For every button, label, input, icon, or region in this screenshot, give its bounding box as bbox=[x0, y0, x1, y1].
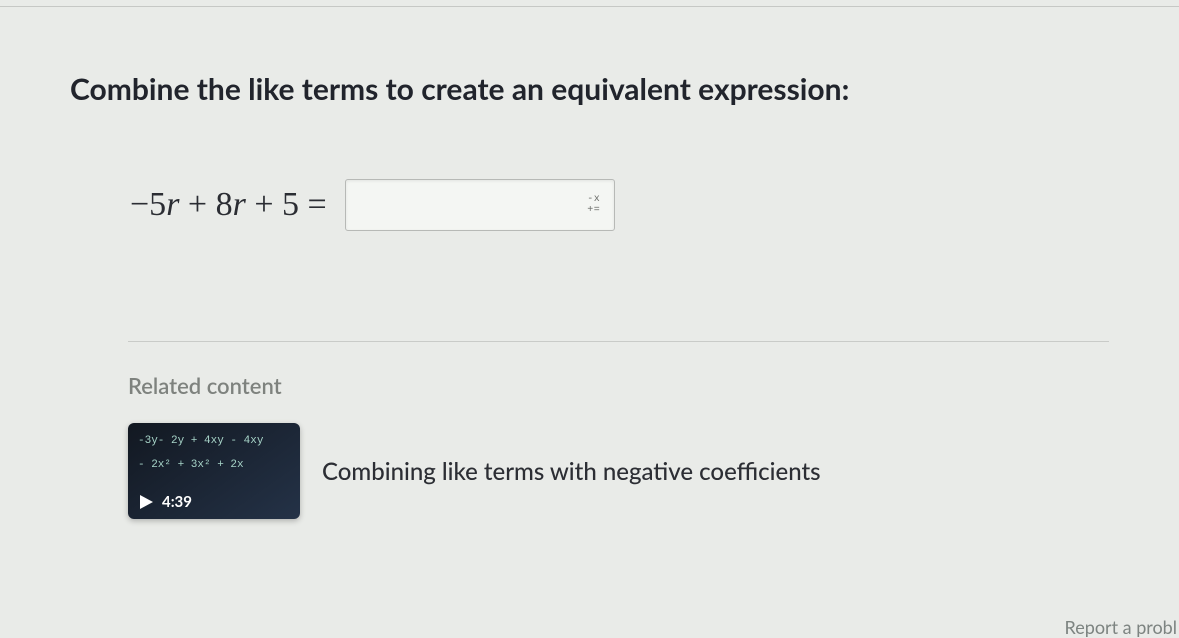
thumbnail-play-row: 4:39 bbox=[138, 493, 192, 511]
related-content-heading: Related content bbox=[128, 372, 1109, 399]
video-thumbnail[interactable]: -3y- 2y + 4xy - 4xy - 2x² + 3x² + 2x 4:3… bbox=[128, 423, 300, 519]
exercise-page: Combine the like terms to create an equi… bbox=[0, 6, 1179, 519]
thumb-text-line-2: - 2x² + 3x² + 2x bbox=[138, 459, 290, 471]
section-divider bbox=[128, 341, 1109, 342]
related-content-row: -3y- 2y + 4xy - 4xy - 2x² + 3x² + 2x 4:3… bbox=[128, 423, 1109, 519]
report-problem-link[interactable]: Report a probl bbox=[1065, 616, 1179, 638]
answer-input[interactable] bbox=[345, 179, 615, 231]
thumb-text-line-1: -3y- 2y + 4xy - 4xy bbox=[138, 435, 290, 447]
keypad-top-glyph: -x bbox=[587, 194, 600, 205]
math-keypad-button[interactable]: -x += bbox=[581, 189, 607, 221]
answer-input-wrap: -x += bbox=[345, 179, 615, 231]
top-divider bbox=[0, 6, 1179, 7]
video-duration: 4:39 bbox=[162, 493, 192, 511]
question-prompt: Combine the like terms to create an equi… bbox=[70, 71, 1109, 107]
expression: −5r + 8r + 5 = bbox=[130, 186, 327, 224]
keypad-bottom-glyph: += bbox=[587, 205, 600, 216]
equation-row: −5r + 8r + 5 = -x += bbox=[70, 179, 1109, 231]
play-icon bbox=[138, 494, 154, 510]
related-video-title[interactable]: Combining like terms with negative coeff… bbox=[322, 457, 821, 486]
